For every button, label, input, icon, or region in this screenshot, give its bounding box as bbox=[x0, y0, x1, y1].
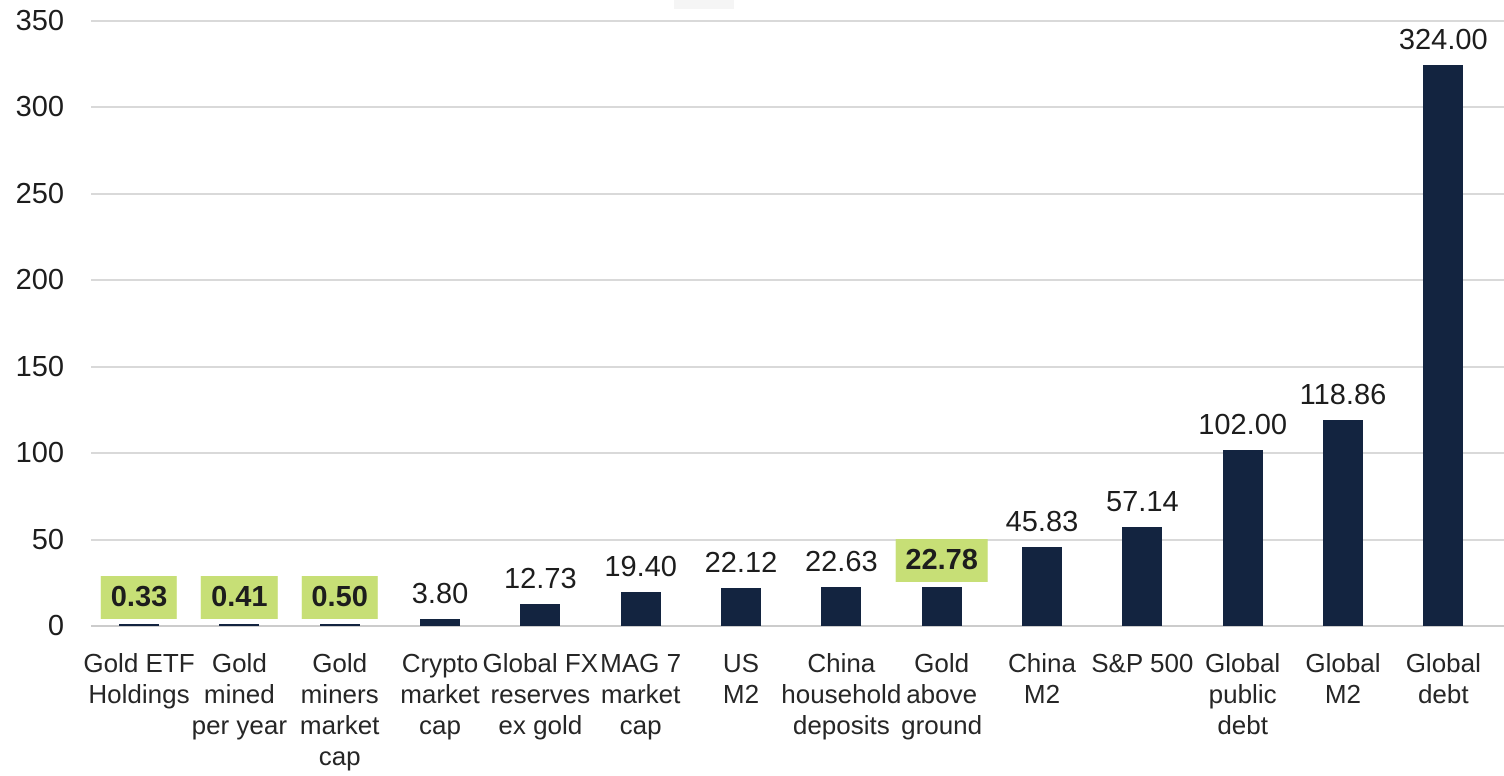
category-label-gold-mined-per-year: Gold mined per year bbox=[191, 648, 288, 740]
bar-s-p-500 bbox=[1122, 527, 1163, 626]
category-label-s-p-500: S&P 500 bbox=[1091, 648, 1194, 678]
category-label-gold-miners-market-cap: Gold miners market cap bbox=[299, 648, 380, 771]
bar-global-fx-reserves-ex-gold bbox=[520, 603, 561, 626]
value-label-crypto-market-cap: 3.80 bbox=[411, 578, 469, 611]
bar-crypto-market-cap bbox=[419, 619, 460, 626]
value-label-global-debt: 324.00 bbox=[1398, 24, 1488, 57]
gridline bbox=[91, 538, 1504, 541]
value-label-mag-7-market-cap: 19.40 bbox=[604, 551, 677, 584]
gridline bbox=[91, 279, 1504, 281]
cropped-title-artifact bbox=[674, 0, 734, 9]
value-label-gold-etf-holdings: 0.33 bbox=[100, 576, 178, 619]
value-label-gold-mined-per-year: 0.41 bbox=[201, 576, 278, 619]
y-axis-tick-label: 300 bbox=[15, 91, 64, 123]
value-label-china-household-deposits: 22.63 bbox=[805, 545, 878, 578]
y-axis-tick-label: 250 bbox=[15, 177, 64, 210]
value-label-gold-miners-market-cap: 0.50 bbox=[301, 576, 378, 619]
category-label-mag-7-market-cap: MAG 7 market cap bbox=[600, 648, 682, 740]
gridline bbox=[91, 19, 1504, 22]
bar-global-debt bbox=[1423, 65, 1464, 626]
category-label-crypto-market-cap: Crypto market cap bbox=[400, 648, 480, 740]
x-axis-baseline bbox=[91, 625, 1504, 627]
value-label-s-p-500: 57.14 bbox=[1106, 486, 1179, 519]
value-label-global-m2: 118.86 bbox=[1299, 379, 1387, 412]
y-axis-tick-label: 50 bbox=[31, 523, 64, 556]
value-label-gold-above-ground: 22.78 bbox=[895, 538, 988, 582]
bar-gold-above-ground bbox=[921, 586, 962, 626]
category-label-global-debt: Global debt bbox=[1405, 648, 1481, 709]
bar-global-m2 bbox=[1322, 420, 1363, 626]
y-axis-tick-label: 350 bbox=[15, 4, 64, 37]
bar-china-m2 bbox=[1021, 546, 1062, 626]
category-label-china-household-deposits: China household deposits bbox=[781, 648, 902, 740]
category-label-gold-etf-holdings: Gold ETF Holdings bbox=[83, 648, 195, 709]
category-label-global-m2: Global M2 bbox=[1305, 648, 1381, 709]
value-label-us-m2: 22.12 bbox=[704, 546, 778, 579]
bar-gold-etf-holdings bbox=[119, 624, 159, 626]
gridline bbox=[91, 192, 1504, 195]
bar-global-public-debt bbox=[1222, 449, 1263, 626]
gridline bbox=[91, 106, 1504, 108]
bar-gold-miners-market-cap bbox=[319, 624, 360, 626]
gridline bbox=[91, 452, 1504, 454]
bar-us-m2 bbox=[720, 587, 761, 626]
value-label-global-public-debt: 102.00 bbox=[1198, 408, 1287, 441]
gridline bbox=[91, 365, 1504, 368]
bar-gold-mined-per-year bbox=[219, 624, 260, 626]
y-axis-tick-label: 0 bbox=[47, 610, 64, 642]
y-axis-tick-label: 150 bbox=[15, 350, 64, 383]
bar-china-household-deposits bbox=[821, 586, 862, 626]
category-label-us-m2: US M2 bbox=[722, 648, 760, 709]
value-label-china-m2: 45.83 bbox=[1005, 505, 1079, 538]
value-label-global-fx-reserves-ex-gold: 12.73 bbox=[504, 562, 577, 595]
category-label-gold-above-ground: Gold above ground bbox=[901, 648, 983, 740]
bar-mag-7-market-cap bbox=[620, 592, 661, 626]
y-axis-tick-label: 200 bbox=[15, 264, 64, 296]
category-label-global-public-debt: Global public debt bbox=[1205, 648, 1281, 740]
y-axis-tick-label: 100 bbox=[15, 437, 64, 469]
category-label-china-m2: China M2 bbox=[1008, 648, 1076, 709]
category-label-global-fx-reserves-ex-gold: Global FX reserves ex gold bbox=[482, 648, 599, 740]
